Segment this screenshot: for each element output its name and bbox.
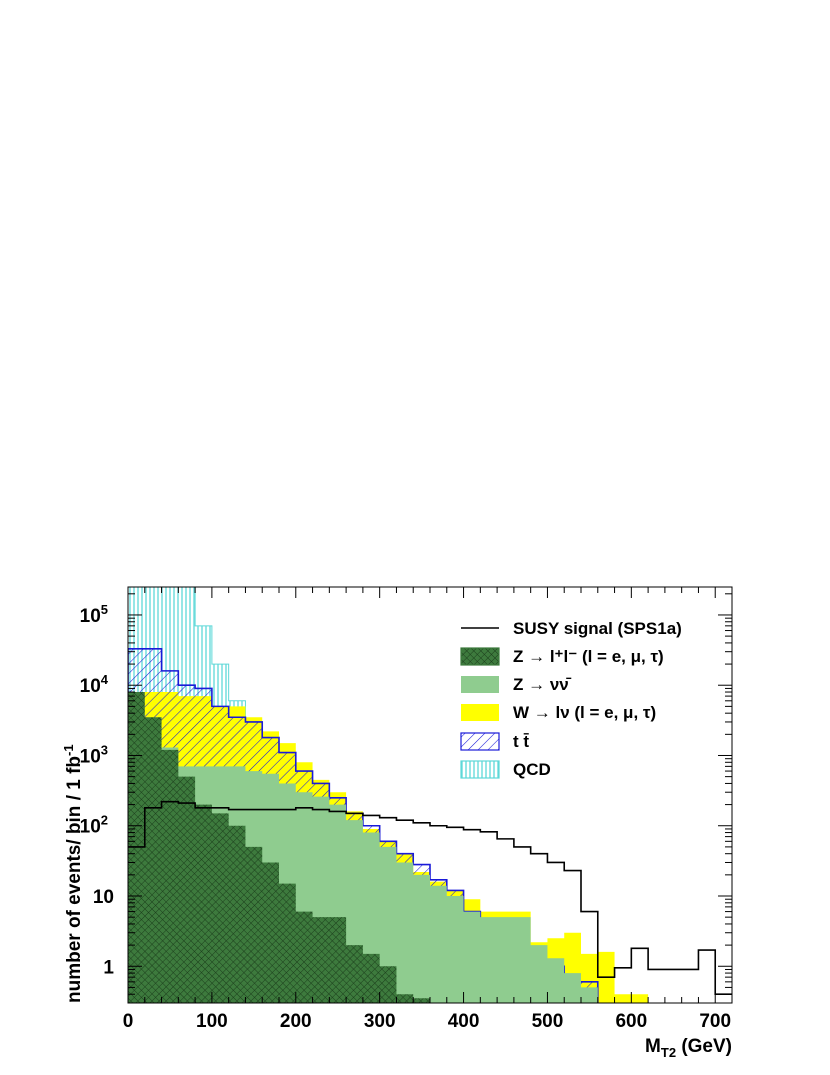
legend-label-susy: SUSY signal (SPS1a): [513, 619, 682, 638]
series-layer: [128, 587, 732, 1003]
legend-label-znn: Z → νν̄: [513, 675, 572, 694]
legend-entry-susy: SUSY signal (SPS1a): [461, 619, 682, 638]
axis-ticks: [127, 587, 733, 1004]
x-tick-label: 700: [699, 1011, 731, 1032]
y-tick-label: 102: [80, 813, 108, 838]
legend-swatch-zll: [460, 647, 500, 666]
x-axis-title-sub: T2: [661, 1045, 676, 1060]
legend-entry-w: W → lν (l = e, μ, τ): [461, 703, 656, 722]
legend-entry-qcd: QCD: [460, 760, 551, 779]
legend-entry-znn: Z → νν̄: [461, 675, 572, 694]
x-axis-title: MT2 (GeV): [645, 1036, 732, 1060]
series-zll: [128, 692, 430, 1003]
y-axis-title: number of events/ bin / 1 fb-1: [61, 744, 85, 1003]
x-tick-label: 500: [532, 1011, 564, 1032]
legend-label-zll: Z → l⁺l⁻ (l = e, μ, τ): [513, 647, 664, 666]
y-axis-title-main: number of events/ bin / 1 fb: [64, 756, 85, 1003]
legend-label-tt: t t̄: [513, 732, 529, 751]
legend-entry-tt: t t̄: [460, 732, 529, 751]
legend-swatch-qcd: [460, 760, 500, 779]
legend-label-w: W → lν (l = e, μ, τ): [513, 703, 656, 722]
x-tick-label: 600: [615, 1011, 647, 1032]
x-tick-label: 100: [196, 1011, 228, 1032]
legend-swatch-w: [461, 704, 499, 721]
y-tick-label: 104: [80, 672, 109, 697]
x-tick-label: 400: [448, 1011, 480, 1032]
legend: SUSY signal (SPS1a) Z → l⁺l⁻ (l = e, μ, τ…: [460, 619, 682, 779]
legend-entry-zll: Z → l⁺l⁻ (l = e, μ, τ): [460, 647, 664, 666]
y-tick-label: 10: [93, 887, 114, 908]
legend-label-qcd: QCD: [513, 760, 551, 779]
legend-swatch-tt: [460, 732, 500, 751]
y-tick-label: 103: [80, 742, 108, 767]
series-susy: [128, 800, 732, 996]
y-tick-label: 105: [80, 602, 108, 627]
y-axis-title-sup: -1: [61, 744, 76, 756]
x-axis-title-unit: (GeV): [676, 1036, 732, 1057]
x-tick-labels: 0 100 200 300 400 500 600 700: [123, 1011, 731, 1032]
y-tick-label: 1: [103, 957, 114, 978]
y-tick-labels: 1 10 102 103 104 105: [80, 602, 115, 978]
x-tick-label: 0: [123, 1011, 134, 1032]
x-axis-title-main: M: [645, 1036, 661, 1057]
legend-swatch-znn: [461, 676, 499, 693]
x-tick-label: 200: [280, 1011, 312, 1032]
x-tick-label: 300: [364, 1011, 396, 1032]
